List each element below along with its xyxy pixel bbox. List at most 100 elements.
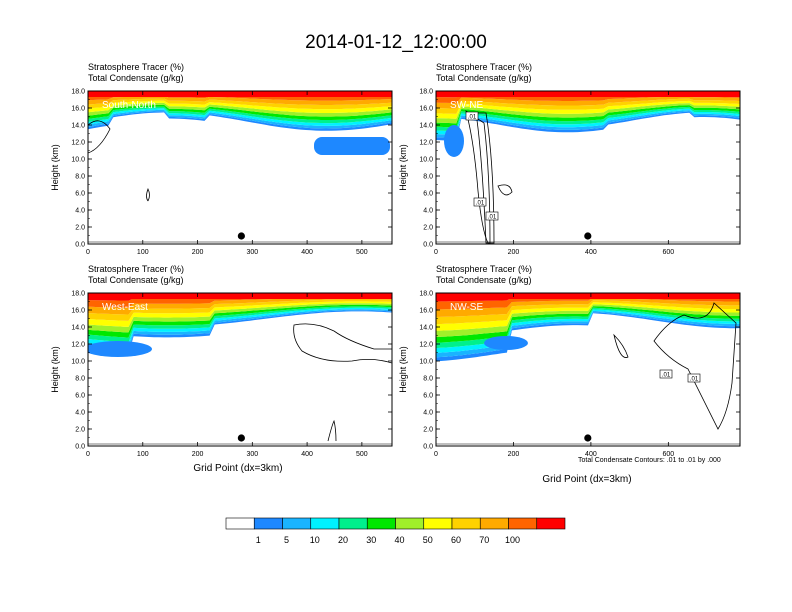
colorbar-label: 1 xyxy=(256,535,261,545)
panel-title-line-2: Total Condensate (g/kg) xyxy=(436,73,532,83)
colorbar-box xyxy=(366,517,396,530)
panel-title-line-2: Total Condensate (g/kg) xyxy=(436,275,532,285)
contour-label-box xyxy=(485,211,499,221)
tracer-band-top xyxy=(436,91,740,97)
x-tick-label: 100 xyxy=(137,249,149,256)
panel-title-nw-se: Stratosphere Tracer (%) Total Condensate… xyxy=(436,264,532,286)
y-tick-label: 2.0 xyxy=(75,225,85,232)
condensate-contour xyxy=(653,302,737,430)
x-tick-label: 0 xyxy=(86,451,90,458)
y-tick-label: 10.0 xyxy=(71,157,85,164)
x-tick-label: 200 xyxy=(192,249,204,256)
x-tick-label: 0 xyxy=(434,451,438,458)
colorbar-label: 70 xyxy=(479,535,489,545)
contour-label-text: .01 xyxy=(662,373,671,379)
panel-title-line-1: Stratosphere Tracer (%) xyxy=(436,62,533,72)
colorbar-box xyxy=(310,517,340,530)
x-axis-label-right: Grid Point (dx=3km) xyxy=(542,474,632,485)
panel-title-line-1: Stratosphere Tracer (%) xyxy=(88,264,185,274)
x-tick-label: 400 xyxy=(301,249,313,256)
tracer-band-4 xyxy=(88,306,392,343)
colorbar-box xyxy=(479,517,509,530)
x-tick-label: 400 xyxy=(585,249,597,256)
x-tick-label: 0 xyxy=(86,249,90,256)
panel-title-sw-ne: Stratosphere Tracer (%) Total Condensate… xyxy=(436,62,532,84)
contour-label: .01 xyxy=(485,211,499,221)
colorbar-box xyxy=(395,517,425,530)
tracer-band-5 xyxy=(88,104,392,120)
location-marker xyxy=(584,434,592,442)
y-tick-label: 2.0 xyxy=(423,225,433,232)
y-tick-label: 0.0 xyxy=(423,242,433,249)
condensate-contour xyxy=(146,187,150,202)
tracer-blob xyxy=(484,336,528,350)
tracer-band-top xyxy=(88,91,392,97)
contour-label: .01 xyxy=(473,197,487,207)
y-tick-label: 12.0 xyxy=(419,140,433,147)
colorbar-box xyxy=(282,517,312,530)
tracer-band-top xyxy=(88,293,392,299)
x-tick-label: 0 xyxy=(434,249,438,256)
y-tick-label: 16.0 xyxy=(71,106,85,113)
tracer-band-8 xyxy=(88,98,392,110)
y-tick-label: 4.0 xyxy=(423,208,433,215)
y-tick-label: 10.0 xyxy=(419,157,433,164)
tracer-band-7 xyxy=(88,100,392,113)
y-tick-label: 18.0 xyxy=(419,291,433,298)
y-tick-label: 2.0 xyxy=(75,427,85,434)
colorbar-label: 50 xyxy=(423,535,433,545)
colorbar-box xyxy=(423,517,453,530)
panel-title-south-north: Stratosphere Tracer (%) Total Condensate… xyxy=(88,62,184,84)
x-tick-label: 300 xyxy=(246,249,258,256)
panel-name: NW-SE xyxy=(450,302,483,313)
contour-label: .01 xyxy=(659,369,673,379)
colorbar-box xyxy=(451,517,481,530)
y-tick-label: 0.0 xyxy=(423,444,433,451)
colorbar-label: 20 xyxy=(338,535,348,545)
y-tick-label: 12.0 xyxy=(71,342,85,349)
contour-label-text: .01 xyxy=(476,201,485,207)
x-tick-label: 200 xyxy=(508,451,520,458)
y-tick-label: 8.0 xyxy=(75,174,85,181)
y-tick-label: 6.0 xyxy=(75,191,85,198)
condensate-contour xyxy=(88,120,111,154)
tracer-band-9 xyxy=(88,96,392,105)
x-tick-label: 400 xyxy=(585,451,597,458)
condensate-contour xyxy=(293,323,392,364)
tracer-band-1 xyxy=(436,312,740,362)
location-marker xyxy=(584,232,592,240)
panel-title-line-2: Total Condensate (g/kg) xyxy=(88,73,184,83)
colorbar-label: 5 xyxy=(284,535,289,545)
colorbar-box xyxy=(225,517,255,530)
y-tick-label: 10.0 xyxy=(71,359,85,366)
contour-label: .01 xyxy=(465,111,479,121)
contour-label-text: .01 xyxy=(468,115,477,121)
panel-title-line-1: Stratosphere Tracer (%) xyxy=(436,264,533,274)
y-tick-label: 4.0 xyxy=(423,410,433,417)
plot-area: .01 .01 xyxy=(436,293,740,445)
tracer-band-5 xyxy=(436,306,740,343)
colorbar-label: 40 xyxy=(394,535,404,545)
panel-title-line-2: Total Condensate (g/kg) xyxy=(88,275,184,285)
tracer-band-9 xyxy=(436,96,740,109)
plot-area: .01 .01 .01 xyxy=(436,91,740,244)
condensate-contour xyxy=(497,184,513,196)
panel-nw-se: .01 .01 NW-SE 0.0 2.0 4.0 6.0 8.0 10.0 12.0 14.0 16… xyxy=(398,291,741,458)
y-tick-label: 16.0 xyxy=(419,308,433,315)
y-tick-label: 6.0 xyxy=(423,393,433,400)
y-axis-title: Height (km) xyxy=(50,346,60,393)
tracer-band-6 xyxy=(88,102,392,117)
tracer-band-7 xyxy=(436,100,740,119)
tracer-band-3 xyxy=(436,309,740,353)
panel-title-west-east: Stratosphere Tracer (%) Total Condensate… xyxy=(88,264,184,286)
location-marker xyxy=(237,232,245,240)
tracer-blob xyxy=(314,137,390,155)
tracer-band-8 xyxy=(436,98,740,114)
contour-label-box xyxy=(659,369,673,379)
tracer-band-7 xyxy=(88,301,392,327)
y-tick-label: 6.0 xyxy=(75,393,85,400)
condensate-contour xyxy=(465,110,491,244)
location-marker xyxy=(237,434,245,442)
x-tick-label: 300 xyxy=(246,451,258,458)
